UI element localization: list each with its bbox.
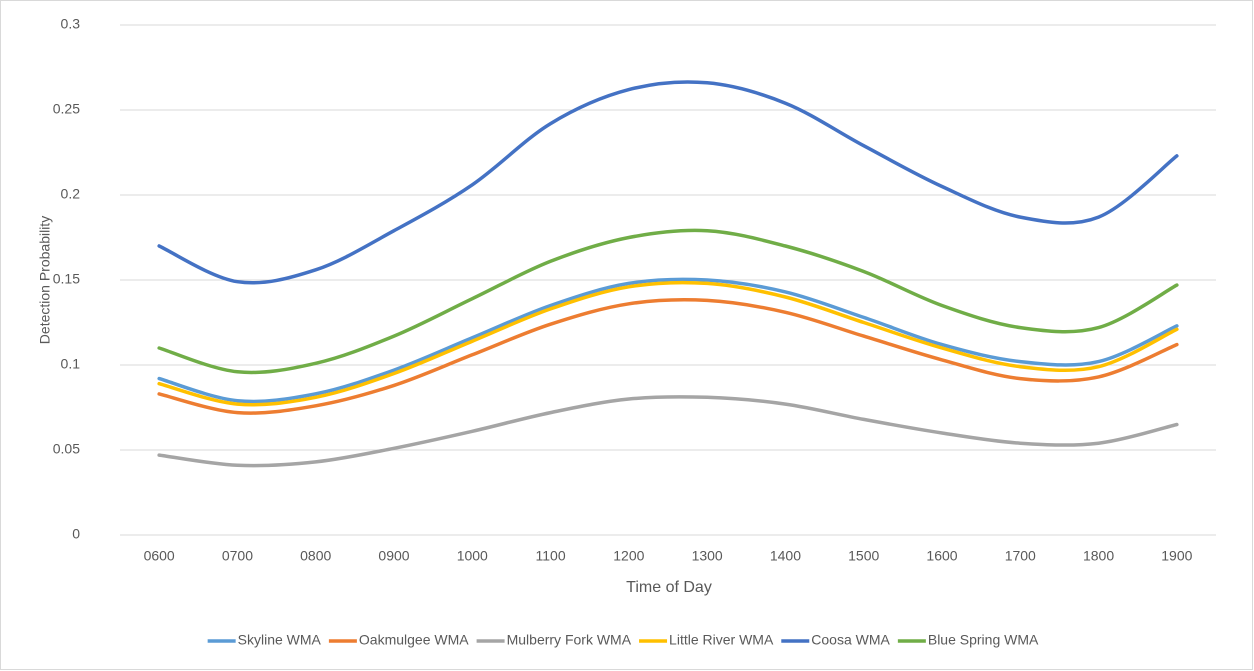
series-line: [157, 80, 1179, 285]
y-tick-label: 0.2: [61, 186, 81, 202]
x-tick-label: 0900: [378, 548, 409, 564]
y-tick-label: 0.1: [61, 356, 81, 372]
x-tick-label: 1800: [1083, 548, 1114, 564]
series-line: [157, 277, 1179, 404]
series-line: [157, 280, 1179, 407]
legend-label: Mulberry Fork WMA: [507, 632, 632, 648]
x-tick-label: 1400: [770, 548, 801, 564]
x-tick-label: 0600: [144, 548, 175, 564]
x-tick-label: 1100: [536, 548, 566, 564]
x-tick-label: 1000: [457, 548, 488, 564]
y-tick-label: 0.05: [53, 441, 80, 457]
y-tick-label: 0.3: [61, 16, 81, 32]
x-axis-title: Time of Day: [626, 579, 712, 596]
y-tick-label: 0: [72, 526, 80, 542]
x-tick-label: 1900: [1161, 548, 1192, 564]
x-tick-label: 1200: [613, 548, 644, 564]
x-tick-label: 0800: [300, 548, 331, 564]
legend-label: Little River WMA: [669, 632, 774, 648]
legend-label: Skyline WMA: [238, 632, 322, 648]
x-tick-label: 1300: [692, 548, 723, 564]
x-tick-label: 1500: [848, 548, 879, 564]
x-tick-label: 0700: [222, 548, 253, 564]
x-tick-label: 1700: [1005, 548, 1036, 564]
legend-label: Oakmulgee WMA: [359, 632, 469, 648]
y-axis-title: Detection Probability: [37, 216, 53, 344]
series-line: [157, 395, 1179, 468]
y-tick-label: 0.25: [53, 101, 80, 117]
x-tick-label: 1600: [926, 548, 957, 564]
legend-label: Blue Spring WMA: [928, 632, 1039, 648]
y-tick-label: 0.15: [53, 271, 80, 287]
legend-label: Coosa WMA: [811, 632, 890, 648]
series-line: [157, 228, 1179, 375]
series-line: [157, 298, 1179, 415]
